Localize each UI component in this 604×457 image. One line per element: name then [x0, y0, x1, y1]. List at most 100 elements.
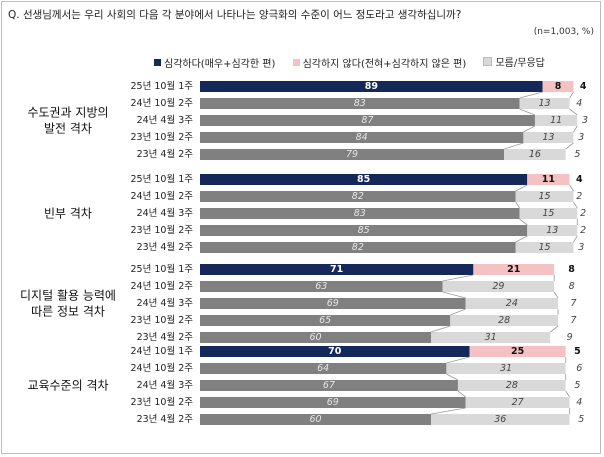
data-label-serious: 89	[365, 81, 378, 92]
series-connector-line	[569, 91, 574, 99]
series-connector-line	[515, 184, 528, 192]
data-label-dont-know: 3	[578, 132, 584, 143]
data-label-dont-know: 4	[576, 397, 582, 408]
data-label-dont-know: 8	[568, 264, 575, 275]
bar-segment-not-serious	[527, 225, 578, 236]
bar-segment-not-serious	[519, 98, 570, 109]
data-label-not-serious: 11	[550, 115, 562, 126]
series-connector-line	[519, 91, 543, 99]
bar-segment-dont-know	[558, 315, 585, 326]
bar-segment-dont-know	[573, 132, 585, 143]
data-label-serious: 63	[315, 281, 327, 292]
bar-segment-not-serious	[465, 298, 559, 309]
bar-segment-dont-know	[565, 149, 585, 160]
legend-label-serious: 심각하다(매우+심각한 편)	[164, 59, 276, 70]
bar-segment-not-serious	[450, 315, 559, 326]
bar-segment-serious	[200, 149, 505, 160]
legend-swatch-not-serious	[292, 59, 300, 66]
data-label-dont-know: 6	[576, 363, 582, 374]
legend-label-not-serious: 심각하지 않다(전혀+심각하지 않은 편)	[302, 59, 467, 70]
bar-segment-dont-know	[573, 81, 589, 92]
series-connector-line	[565, 142, 574, 150]
bar-segment-dont-know	[550, 332, 585, 343]
bar-segment-not-serious	[446, 363, 566, 374]
bar-segment-serious	[200, 397, 466, 408]
bar-segment-serious	[200, 208, 520, 219]
data-label-serious: 69	[327, 397, 339, 408]
bar-segment-dont-know	[577, 225, 585, 236]
data-label-not-serious: 15	[539, 191, 551, 202]
data-label-not-serious: 31	[500, 363, 512, 374]
data-label-serious: 82	[352, 191, 364, 202]
bar-segment-serious	[200, 363, 447, 374]
data-label-dont-know: 5	[574, 380, 580, 391]
data-label-serious: 60	[309, 414, 321, 425]
legend-item-not-serious: 심각하지 않다(전혀+심각하지 않은 편)	[292, 55, 467, 70]
data-label-dont-know: 2	[580, 208, 586, 219]
period-label: 24년 10월 1주	[131, 345, 194, 357]
data-label-serious: 84	[356, 132, 368, 143]
series-connector-line	[573, 235, 578, 243]
series-connector-line	[523, 125, 536, 133]
data-label-serious: 69	[327, 298, 339, 309]
bar-segment-serious	[200, 225, 528, 236]
bar-segment-dont-know	[565, 346, 585, 357]
period-label: 24년 10월 2주	[131, 97, 194, 109]
period-label: 25년 10월 1주	[131, 80, 194, 92]
series-connector-line	[553, 291, 559, 299]
data-label-dont-know: 7	[571, 298, 577, 309]
bar-segment-serious	[200, 191, 516, 202]
bar-segment-not-serious	[515, 242, 574, 253]
period-label: 24년 4월 3주	[137, 379, 194, 391]
bar-segment-not-serious	[469, 346, 566, 357]
series-connector-line	[446, 356, 470, 364]
period-label: 24년 10월 2주	[131, 190, 194, 202]
series-connector-line	[504, 142, 524, 150]
data-label-serious: 65	[319, 315, 331, 326]
period-label: 25년 10월 1주	[131, 263, 194, 275]
data-label-not-serious: 36	[494, 414, 506, 425]
group-label-0-0: 수도권과 지방의	[27, 106, 108, 120]
series-connector-line	[442, 291, 466, 299]
series-connector-line	[569, 184, 574, 192]
legend: 심각하다(매우+심각한 편) 심각하지 않다(전혀+심각하지 않은 편) 모름/…	[154, 54, 559, 70]
data-label-not-serious: 8	[555, 81, 562, 92]
bar-segment-not-serious	[457, 380, 566, 391]
bar-segment-not-serious	[431, 332, 551, 343]
bar-segment-serious	[200, 298, 466, 309]
series-connector-line	[569, 108, 578, 116]
data-label-serious: 60	[309, 332, 321, 343]
data-label-dont-know: 2	[576, 191, 582, 202]
data-label-serious: 83	[354, 98, 366, 109]
bar-segment-not-serious	[515, 191, 574, 202]
bar-segment-not-serious	[504, 149, 566, 160]
data-label-not-serious: 13	[546, 225, 558, 236]
data-label-dont-know: 8	[569, 281, 575, 292]
series-connector-line	[515, 235, 528, 243]
bar-segment-not-serious	[465, 397, 570, 408]
period-label: 24년 4월 3주	[137, 114, 194, 126]
bar-segment-not-serious	[523, 132, 574, 143]
bar-segment-serious	[200, 332, 431, 343]
bar-segment-not-serious	[542, 81, 574, 92]
bar-segment-serious	[200, 98, 520, 109]
bar-segment-serious	[200, 380, 458, 391]
data-label-dont-know: 2	[580, 225, 586, 236]
period-label: 23년 10월 2주	[131, 131, 194, 143]
data-label-serious: 87	[361, 115, 373, 126]
bar-segment-dont-know	[569, 174, 585, 185]
data-label-not-serious: 15	[539, 242, 551, 253]
series-connector-line	[519, 108, 536, 116]
series-connector-line	[565, 390, 570, 398]
data-label-not-serious: 25	[511, 346, 524, 357]
data-label-serious: 64	[317, 363, 329, 374]
bar-segment-dont-know	[569, 397, 585, 408]
data-label-dont-know: 5	[574, 149, 580, 160]
data-label-dont-know: 3	[582, 115, 588, 126]
legend-swatch-serious	[154, 59, 161, 66]
legend-item-dont-know: 모름/무응답	[483, 54, 545, 69]
data-label-dont-know: 3	[578, 242, 584, 253]
period-label: 23년 4월 2주	[137, 241, 194, 253]
bar-segment-dont-know	[558, 298, 585, 309]
